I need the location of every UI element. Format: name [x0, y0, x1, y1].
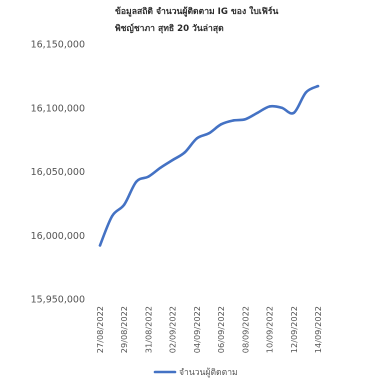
- plot-series: [98, 84, 320, 247]
- data-point: [147, 175, 150, 178]
- data-point: [159, 166, 162, 169]
- data-point: [316, 84, 320, 88]
- data-point: [183, 151, 186, 154]
- y-tick-label: 16,150,000: [31, 40, 85, 51]
- x-tick-label: 02/09/2022: [168, 306, 178, 353]
- x-tick-label: 29/08/2022: [119, 306, 129, 353]
- x-tick-label: 27/08/2022: [95, 306, 105, 353]
- chart-title-line-2: พิชญ์ชาภา สุทธิ 20 วันล่าสุด: [115, 23, 224, 34]
- data-point: [110, 214, 114, 218]
- x-tick-label: 10/09/2022: [265, 306, 275, 353]
- data-point: [268, 105, 271, 108]
- data-point: [256, 111, 259, 115]
- data-point: [219, 123, 223, 126]
- data-point: [280, 106, 283, 109]
- data-point: [135, 180, 138, 183]
- data-point: [171, 158, 174, 162]
- data-point: [292, 111, 295, 115]
- data-point: [304, 91, 308, 94]
- x-tick-label: 14/09/2022: [313, 306, 323, 353]
- data-point: [244, 118, 247, 121]
- data-point: [98, 244, 102, 247]
- data-point: [232, 119, 235, 122]
- x-tick-label: 04/09/2022: [192, 306, 202, 353]
- x-axis: 27/08/2022 29/08/2022 31/08/2022 02/09/2022…: [95, 306, 323, 353]
- y-tick-label: 16,100,000: [31, 103, 85, 114]
- y-tick-label: 16,000,000: [31, 231, 85, 242]
- y-axis: 15,950,000 16,000,000 16,050,000 16,100,000…: [31, 40, 85, 306]
- x-tick-label: 08/09/2022: [240, 306, 250, 353]
- legend: จำนวนผู้ติดตาม: [153, 367, 238, 378]
- series-line-0: [98, 84, 320, 247]
- data-point: [123, 203, 126, 206]
- legend-label: จำนวนผู้ติดตาม: [179, 367, 238, 378]
- data-point: [207, 132, 211, 135]
- x-tick-label: 31/08/2022: [143, 306, 153, 353]
- y-tick-label: 15,950,000: [31, 295, 85, 306]
- y-tick-label: 16,050,000: [31, 167, 85, 178]
- data-point: [195, 137, 199, 140]
- x-tick-label: 12/09/2022: [289, 306, 299, 353]
- x-tick-label: 06/09/2022: [216, 306, 226, 353]
- chart-title-line-1: ข้อมูลสถิติ จำนวนผู้ติดตาม IG ของ ใบเฟิร…: [115, 6, 278, 17]
